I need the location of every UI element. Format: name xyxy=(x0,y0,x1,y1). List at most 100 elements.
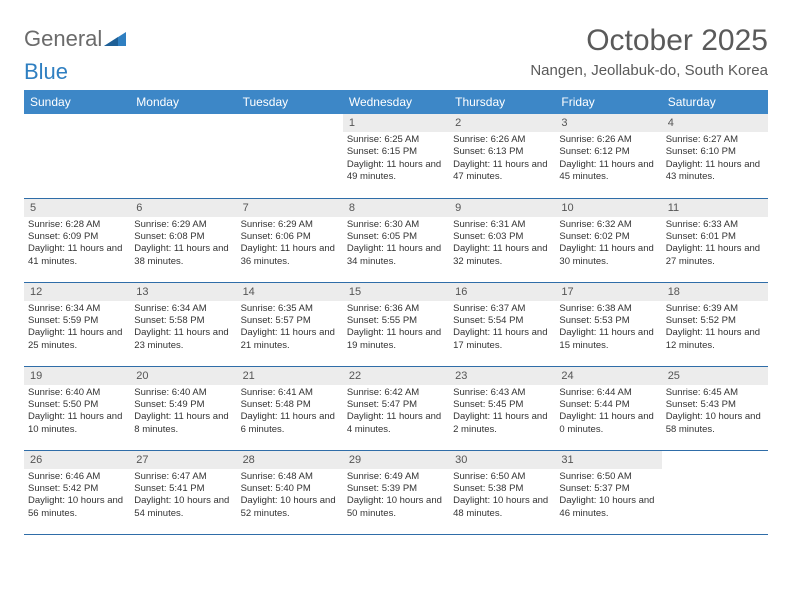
calendar-day-cell: 4Sunrise: 6:27 AMSunset: 6:10 PMDaylight… xyxy=(662,114,768,198)
day-info: Sunrise: 6:34 AMSunset: 5:58 PMDaylight:… xyxy=(130,301,236,356)
day-info: Sunrise: 6:47 AMSunset: 5:41 PMDaylight:… xyxy=(130,469,236,524)
day-info: Sunrise: 6:48 AMSunset: 5:40 PMDaylight:… xyxy=(237,469,343,524)
day-info: Sunrise: 6:27 AMSunset: 6:10 PMDaylight:… xyxy=(662,132,768,187)
logo-text-block: General Blue xyxy=(24,28,126,84)
day-number: 27 xyxy=(130,451,236,469)
day-info: Sunrise: 6:40 AMSunset: 5:49 PMDaylight:… xyxy=(130,385,236,440)
calendar-day-cell: 15Sunrise: 6:36 AMSunset: 5:55 PMDayligh… xyxy=(343,282,449,366)
calendar-day-cell: 11Sunrise: 6:33 AMSunset: 6:01 PMDayligh… xyxy=(662,198,768,282)
logo-text-blue: Blue xyxy=(24,59,68,84)
day-info: Sunrise: 6:34 AMSunset: 5:59 PMDaylight:… xyxy=(24,301,130,356)
day-number: 17 xyxy=(555,283,661,301)
calendar-day-cell: 6Sunrise: 6:29 AMSunset: 6:08 PMDaylight… xyxy=(130,198,236,282)
calendar-day-cell: 12Sunrise: 6:34 AMSunset: 5:59 PMDayligh… xyxy=(24,282,130,366)
day-number: 18 xyxy=(662,283,768,301)
day-info: Sunrise: 6:41 AMSunset: 5:48 PMDaylight:… xyxy=(237,385,343,440)
calendar-day-cell: 29Sunrise: 6:49 AMSunset: 5:39 PMDayligh… xyxy=(343,450,449,534)
day-info: Sunrise: 6:38 AMSunset: 5:53 PMDaylight:… xyxy=(555,301,661,356)
day-number: 6 xyxy=(130,199,236,217)
day-number: 28 xyxy=(237,451,343,469)
day-number: 7 xyxy=(237,199,343,217)
day-number: 20 xyxy=(130,367,236,385)
day-number: 4 xyxy=(662,114,768,132)
day-info: Sunrise: 6:26 AMSunset: 6:13 PMDaylight:… xyxy=(449,132,555,187)
day-number: 5 xyxy=(24,199,130,217)
day-number: 23 xyxy=(449,367,555,385)
calendar-day-cell: 19Sunrise: 6:40 AMSunset: 5:50 PMDayligh… xyxy=(24,366,130,450)
day-number: 10 xyxy=(555,199,661,217)
calendar-day-cell: 22Sunrise: 6:42 AMSunset: 5:47 PMDayligh… xyxy=(343,366,449,450)
day-number: 26 xyxy=(24,451,130,469)
title-block: October 2025 Nangen, Jeollabuk-do, South… xyxy=(530,24,768,79)
day-info: Sunrise: 6:37 AMSunset: 5:54 PMDaylight:… xyxy=(449,301,555,356)
day-number: 8 xyxy=(343,199,449,217)
day-info: Sunrise: 6:32 AMSunset: 6:02 PMDaylight:… xyxy=(555,217,661,272)
calendar-day-cell: 25Sunrise: 6:45 AMSunset: 5:43 PMDayligh… xyxy=(662,366,768,450)
calendar-day-cell: 21Sunrise: 6:41 AMSunset: 5:48 PMDayligh… xyxy=(237,366,343,450)
calendar-table: SundayMondayTuesdayWednesdayThursdayFrid… xyxy=(24,90,768,535)
calendar-day-cell: 24Sunrise: 6:44 AMSunset: 5:44 PMDayligh… xyxy=(555,366,661,450)
calendar-day-cell: 17Sunrise: 6:38 AMSunset: 5:53 PMDayligh… xyxy=(555,282,661,366)
day-info: Sunrise: 6:35 AMSunset: 5:57 PMDaylight:… xyxy=(237,301,343,356)
calendar-day-cell: 28Sunrise: 6:48 AMSunset: 5:40 PMDayligh… xyxy=(237,450,343,534)
day-info: Sunrise: 6:42 AMSunset: 5:47 PMDaylight:… xyxy=(343,385,449,440)
calendar-day-cell: 31Sunrise: 6:50 AMSunset: 5:37 PMDayligh… xyxy=(555,450,661,534)
logo-text-general: General xyxy=(24,26,102,51)
day-number: 3 xyxy=(555,114,661,132)
calendar-day-cell: 10Sunrise: 6:32 AMSunset: 6:02 PMDayligh… xyxy=(555,198,661,282)
day-number: 11 xyxy=(662,199,768,217)
location: Nangen, Jeollabuk-do, South Korea xyxy=(530,62,768,79)
month-title: October 2025 xyxy=(530,24,768,58)
day-info: Sunrise: 6:39 AMSunset: 5:52 PMDaylight:… xyxy=(662,301,768,356)
day-number: 31 xyxy=(555,451,661,469)
calendar-week-row: 26Sunrise: 6:46 AMSunset: 5:42 PMDayligh… xyxy=(24,450,768,534)
day-number: 14 xyxy=(237,283,343,301)
calendar-day-cell: 7Sunrise: 6:29 AMSunset: 6:06 PMDaylight… xyxy=(237,198,343,282)
day-number: 1 xyxy=(343,114,449,132)
calendar-day-cell: 13Sunrise: 6:34 AMSunset: 5:58 PMDayligh… xyxy=(130,282,236,366)
day-number: 13 xyxy=(130,283,236,301)
calendar-day-cell: 16Sunrise: 6:37 AMSunset: 5:54 PMDayligh… xyxy=(449,282,555,366)
calendar-empty-cell xyxy=(662,450,768,534)
day-number: 29 xyxy=(343,451,449,469)
calendar-day-cell: 14Sunrise: 6:35 AMSunset: 5:57 PMDayligh… xyxy=(237,282,343,366)
calendar-day-cell: 26Sunrise: 6:46 AMSunset: 5:42 PMDayligh… xyxy=(24,450,130,534)
day-info: Sunrise: 6:29 AMSunset: 6:06 PMDaylight:… xyxy=(237,217,343,272)
calendar-day-cell: 3Sunrise: 6:26 AMSunset: 6:12 PMDaylight… xyxy=(555,114,661,198)
weekday-header: Wednesday xyxy=(343,90,449,114)
calendar-day-cell: 20Sunrise: 6:40 AMSunset: 5:49 PMDayligh… xyxy=(130,366,236,450)
calendar-week-row: 5Sunrise: 6:28 AMSunset: 6:09 PMDaylight… xyxy=(24,198,768,282)
weekday-header: Monday xyxy=(130,90,236,114)
day-number: 21 xyxy=(237,367,343,385)
day-info: Sunrise: 6:50 AMSunset: 5:37 PMDaylight:… xyxy=(555,469,661,524)
calendar-week-row: 12Sunrise: 6:34 AMSunset: 5:59 PMDayligh… xyxy=(24,282,768,366)
logo: General Blue xyxy=(24,28,126,84)
day-number: 9 xyxy=(449,199,555,217)
day-info: Sunrise: 6:28 AMSunset: 6:09 PMDaylight:… xyxy=(24,217,130,272)
calendar-week-row: 1Sunrise: 6:25 AMSunset: 6:15 PMDaylight… xyxy=(24,114,768,198)
calendar-day-cell: 9Sunrise: 6:31 AMSunset: 6:03 PMDaylight… xyxy=(449,198,555,282)
day-number: 22 xyxy=(343,367,449,385)
calendar-day-cell: 2Sunrise: 6:26 AMSunset: 6:13 PMDaylight… xyxy=(449,114,555,198)
day-info: Sunrise: 6:46 AMSunset: 5:42 PMDaylight:… xyxy=(24,469,130,524)
weekday-header: Saturday xyxy=(662,90,768,114)
day-info: Sunrise: 6:25 AMSunset: 6:15 PMDaylight:… xyxy=(343,132,449,187)
calendar-day-cell: 8Sunrise: 6:30 AMSunset: 6:05 PMDaylight… xyxy=(343,198,449,282)
weekday-header-row: SundayMondayTuesdayWednesdayThursdayFrid… xyxy=(24,90,768,114)
weekday-header: Thursday xyxy=(449,90,555,114)
day-number: 12 xyxy=(24,283,130,301)
calendar-week-row: 19Sunrise: 6:40 AMSunset: 5:50 PMDayligh… xyxy=(24,366,768,450)
calendar-empty-cell xyxy=(237,114,343,198)
day-info: Sunrise: 6:44 AMSunset: 5:44 PMDaylight:… xyxy=(555,385,661,440)
calendar-day-cell: 18Sunrise: 6:39 AMSunset: 5:52 PMDayligh… xyxy=(662,282,768,366)
day-info: Sunrise: 6:50 AMSunset: 5:38 PMDaylight:… xyxy=(449,469,555,524)
day-info: Sunrise: 6:33 AMSunset: 6:01 PMDaylight:… xyxy=(662,217,768,272)
day-number: 24 xyxy=(555,367,661,385)
calendar-day-cell: 30Sunrise: 6:50 AMSunset: 5:38 PMDayligh… xyxy=(449,450,555,534)
day-info: Sunrise: 6:31 AMSunset: 6:03 PMDaylight:… xyxy=(449,217,555,272)
day-info: Sunrise: 6:29 AMSunset: 6:08 PMDaylight:… xyxy=(130,217,236,272)
calendar-empty-cell xyxy=(24,114,130,198)
day-info: Sunrise: 6:49 AMSunset: 5:39 PMDaylight:… xyxy=(343,469,449,524)
day-number: 30 xyxy=(449,451,555,469)
calendar-day-cell: 5Sunrise: 6:28 AMSunset: 6:09 PMDaylight… xyxy=(24,198,130,282)
